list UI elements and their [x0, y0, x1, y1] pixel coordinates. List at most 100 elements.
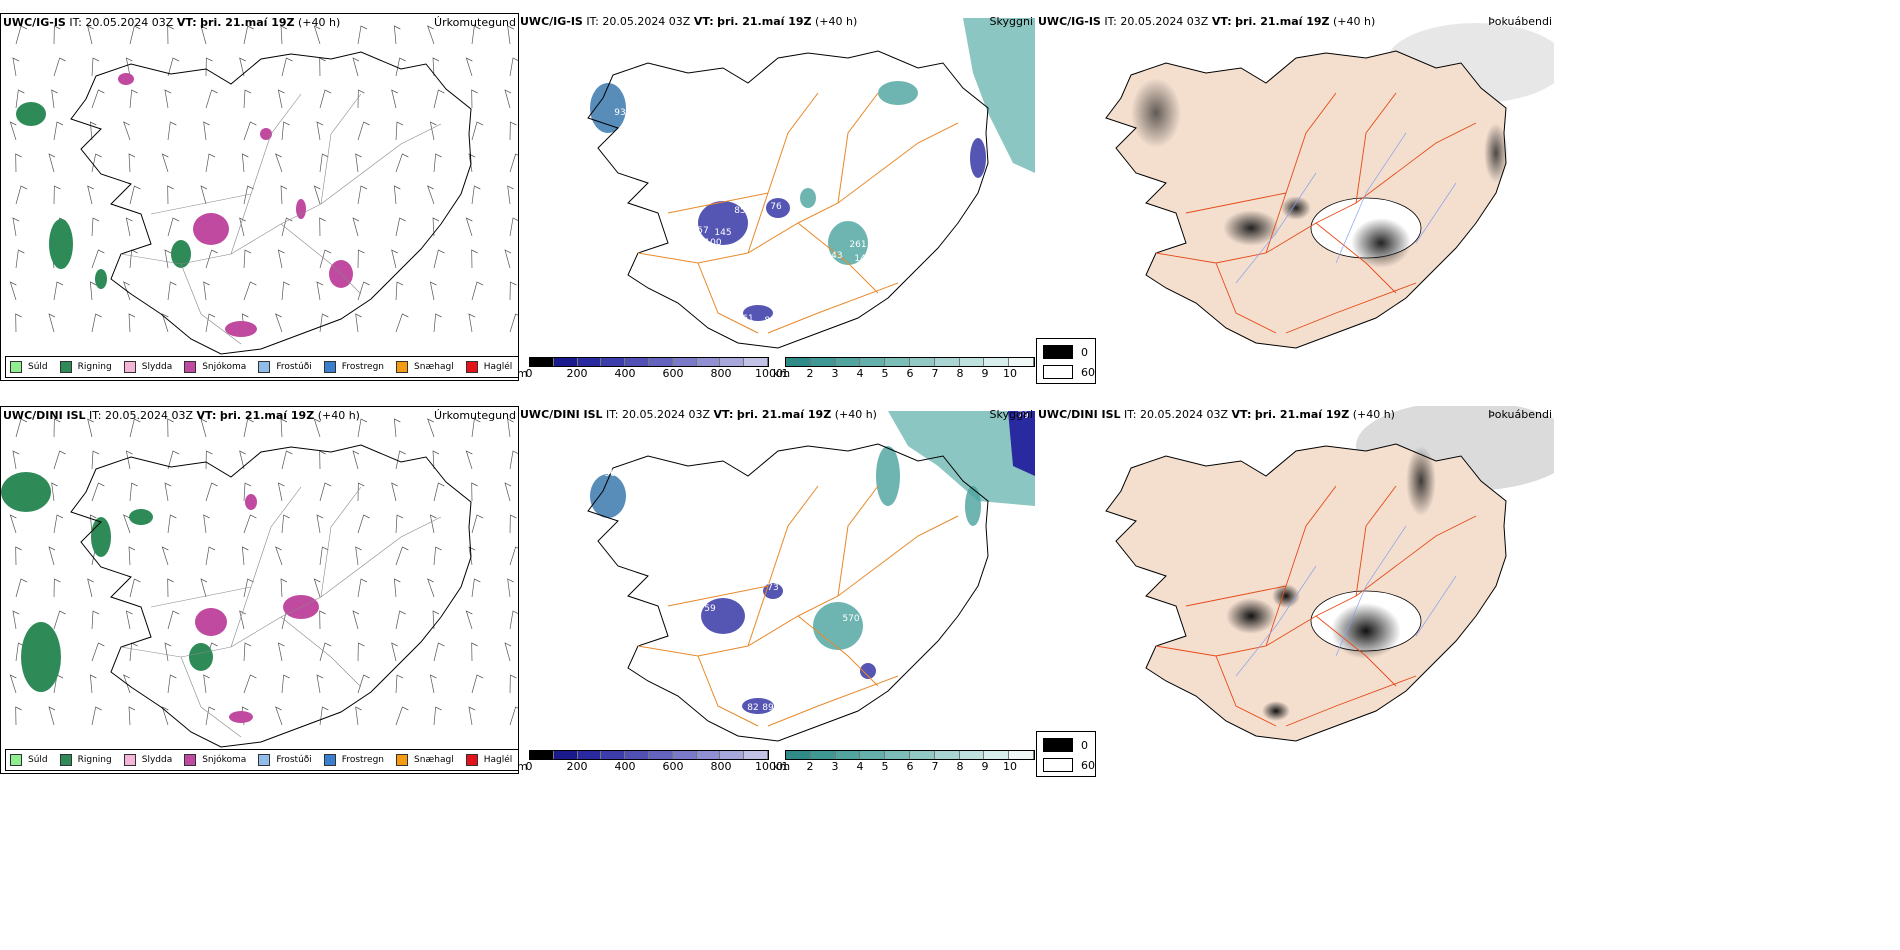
- wind-barb: [205, 89, 218, 109]
- wind-barb: [243, 121, 257, 141]
- low-visibility-area: [813, 602, 863, 650]
- legend-swatch: [323, 361, 336, 373]
- wind-barb: [51, 482, 58, 502]
- wind-barb: [319, 706, 329, 726]
- wind-barb: [241, 153, 249, 173]
- wind-barb: [319, 249, 332, 269]
- legend-item: Rigning: [59, 754, 112, 766]
- low-visibility-area: [743, 305, 773, 321]
- wind-barb: [357, 185, 368, 205]
- legend-label: Slydda: [141, 362, 173, 372]
- colorbar-cell: [885, 358, 910, 366]
- fog-legend-swatch: [1043, 758, 1073, 772]
- cloud-base-label: 31: [694, 249, 705, 259]
- colorbar-cell: [553, 751, 578, 759]
- wind-barb: [427, 418, 435, 438]
- precip-area: [195, 608, 227, 636]
- visibility-map-row2: 79 96 74 30 121 73 255 812 16 59 70 570 106 82 89: [587, 411, 1035, 742]
- wind-barb: [12, 57, 20, 77]
- legend-item: Snæhagl: [396, 361, 454, 373]
- wind-barb: [313, 578, 321, 598]
- wind-barb: [319, 313, 329, 333]
- legend-swatch: [323, 754, 336, 766]
- wind-barb: [427, 185, 435, 205]
- colorbar-tick: 7: [931, 367, 939, 380]
- wind-barb: [200, 418, 208, 438]
- wind-barb: [53, 578, 61, 598]
- colorbar-cell: [744, 358, 768, 366]
- precip-area: [21, 622, 61, 692]
- wind-barb: [281, 450, 293, 470]
- cloud-base-label: 89: [762, 703, 774, 713]
- wind-barb: [15, 153, 22, 173]
- wind-barb: [53, 610, 66, 630]
- colorbar-cell: [909, 358, 935, 366]
- cloud-base-label: 148: [854, 254, 871, 264]
- colorbar-cell: [860, 358, 886, 366]
- wind-barb: [91, 482, 105, 502]
- legend-swatch: [465, 754, 478, 766]
- wind-barb: [12, 217, 20, 237]
- wind-barb: [161, 546, 169, 566]
- colorbar-cell: [860, 751, 886, 759]
- wind-barb: [468, 153, 476, 173]
- precip-map-row2: [1, 418, 518, 748]
- panel-header: UWC/DINI ISL IT: 20.05.2024 03Z VT: þri.…: [520, 408, 877, 421]
- cloud-base-label: 121: [659, 519, 676, 529]
- wind-barb: [395, 450, 406, 470]
- wind-barb: [203, 674, 210, 694]
- wind-barb: [123, 281, 131, 301]
- colorbar-tick: 3: [831, 760, 839, 773]
- wind-barb: [15, 25, 28, 45]
- colorbar-tick: 9: [981, 760, 989, 773]
- wind-barb: [205, 313, 216, 333]
- low-visibility-area: [828, 221, 868, 265]
- low-visibility-area: [698, 201, 748, 245]
- legend-swatch: [123, 754, 136, 766]
- low-visibility-area: [766, 198, 790, 218]
- fog-legend-swatch: [1043, 738, 1073, 752]
- precip-panel-row1: UWC/IG-IS IT: 20.05.2024 03Z VT: þri. 21…: [0, 13, 519, 381]
- wind-barb: [243, 89, 252, 109]
- cloud-base-label: 59: [704, 604, 716, 614]
- colorbar-unit: m: [517, 760, 528, 773]
- colorbar-cell: [648, 358, 673, 366]
- wind-barb: [427, 25, 435, 45]
- wind-barb: [9, 281, 17, 301]
- wind-barb: [357, 674, 370, 694]
- wind-barb: [205, 153, 216, 173]
- cloud-base-label: 97: [649, 98, 660, 108]
- wind-barb: [319, 217, 326, 237]
- wind-barb: [91, 89, 105, 109]
- panel-header: UWC/DINI ISL IT: 20.05.2024 03Z VT: þri.…: [3, 409, 360, 422]
- colorbar-cell: [835, 358, 861, 366]
- wind-barb: [125, 217, 133, 237]
- wind-barb: [471, 674, 484, 694]
- wind-barb: [239, 610, 246, 630]
- wind-barb: [53, 25, 61, 45]
- precip-area: [296, 199, 306, 219]
- cloud-base-label: 106: [855, 649, 872, 659]
- cloud-base-label: 30: [689, 511, 701, 521]
- wind-barb: [313, 185, 321, 205]
- wind-barb: [509, 546, 518, 566]
- colorbar-unit: km: [773, 367, 791, 380]
- colorbar-tick: 600: [662, 367, 684, 380]
- wind-barb: [89, 121, 97, 141]
- wind-barb: [91, 313, 102, 333]
- wind-barb: [432, 450, 440, 470]
- cloud-base-label: 137: [647, 76, 664, 86]
- fog-legend: 0 60: [1036, 731, 1096, 777]
- wind-barb: [395, 217, 406, 237]
- colorbar-tick: 6: [906, 367, 914, 380]
- wind-barb: [200, 185, 208, 205]
- legend-label: Rigning: [77, 362, 112, 372]
- fog-legend-item: 0: [1043, 345, 1095, 359]
- wind-barb: [15, 418, 28, 438]
- fog-legend-item: 60: [1043, 758, 1095, 772]
- fog-legend-label: 60: [1081, 758, 1095, 772]
- wind-barb: [395, 313, 409, 333]
- wind-barb: [129, 89, 138, 109]
- wind-barb: [243, 418, 254, 438]
- wind-barb: [128, 313, 136, 333]
